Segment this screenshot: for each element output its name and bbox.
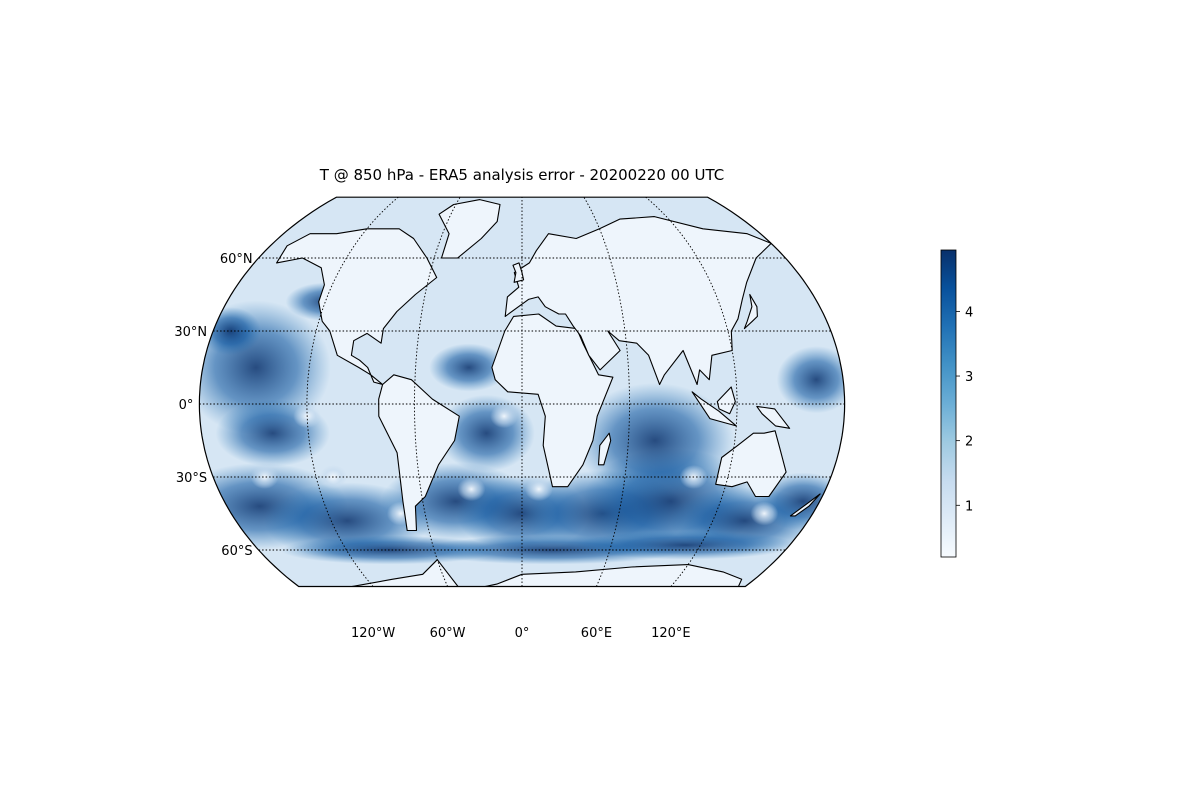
longitude-label: 60°W xyxy=(430,626,466,641)
longitude-label: 60°E xyxy=(581,626,612,641)
meridian-line xyxy=(645,197,738,587)
continent-greenland xyxy=(438,199,501,259)
colorbar-tick-label: 1 xyxy=(965,499,973,514)
globe-outline xyxy=(198,196,846,588)
continent-japan xyxy=(743,293,758,330)
latitude-label: 0° xyxy=(179,398,194,413)
meridian-line xyxy=(414,197,461,587)
latitude-labels: 60°N 30°N 0° 30°S 60°S xyxy=(174,252,252,559)
continent-eurasia xyxy=(504,216,772,386)
longitude-label: 0° xyxy=(515,626,530,641)
error-minimum xyxy=(490,404,519,429)
colorbar-gradient xyxy=(940,249,957,558)
continent-south-america xyxy=(378,374,460,532)
latitude-label: 30°N xyxy=(174,325,207,340)
latitude-label: 60°S xyxy=(221,544,252,559)
continent-madagascar xyxy=(597,432,612,466)
map-globe xyxy=(199,197,845,587)
colorbar-tick-label: 2 xyxy=(965,435,973,450)
gridlines xyxy=(199,197,845,587)
error-minimum xyxy=(524,477,553,502)
error-maximum xyxy=(575,530,796,560)
longitude-label: 120°W xyxy=(351,626,395,641)
continent-new-guinea xyxy=(756,405,791,429)
colorbar-tick-label: 3 xyxy=(965,370,973,385)
error-maximum xyxy=(280,535,501,565)
colorbar-tick-label: 4 xyxy=(965,305,973,320)
meridian-line xyxy=(583,197,630,587)
continent-australia xyxy=(715,430,787,498)
map-title: T @ 850 hPa - ERA5 analysis error - 2020… xyxy=(319,166,724,184)
longitude-labels: 120°W 60°W 0° 60°E 120°E xyxy=(351,626,691,641)
continent-borneo xyxy=(716,386,736,415)
continent-north-america xyxy=(276,228,438,386)
error-minimum xyxy=(250,465,279,489)
latitude-label: 60°N xyxy=(220,252,253,267)
longitude-label: 120°E xyxy=(651,626,691,641)
colorbar-ticks: 1 2 3 4 xyxy=(956,305,973,514)
latitude-label: 30°S xyxy=(176,471,207,486)
continents xyxy=(276,199,821,587)
continent-africa xyxy=(491,313,614,488)
error-minimum xyxy=(457,477,486,502)
error-maximum xyxy=(776,346,845,414)
continent-uk xyxy=(512,262,525,283)
continent-antarctica xyxy=(308,559,743,587)
error-minimum xyxy=(750,501,779,526)
meridian-line xyxy=(306,197,399,587)
continent-new-zealand xyxy=(789,493,821,517)
error-maximum xyxy=(429,343,509,392)
colorbar: 1 2 3 4 xyxy=(940,249,973,558)
